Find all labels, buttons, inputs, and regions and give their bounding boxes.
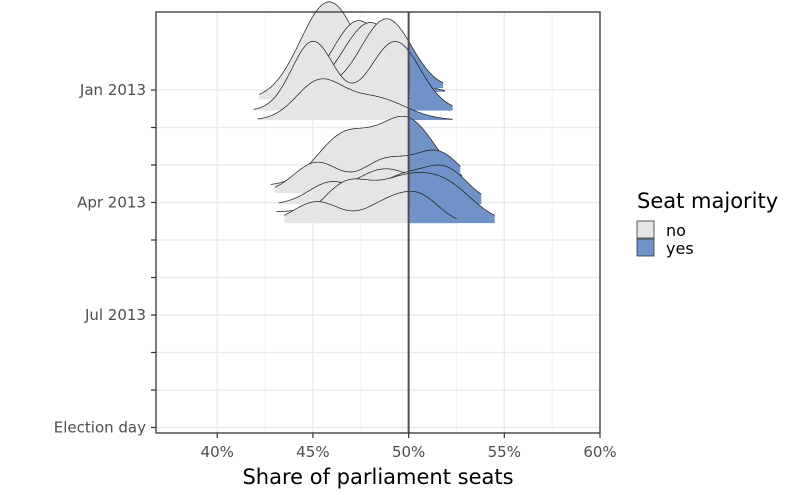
x-axis-title: Share of parliament seats	[242, 465, 513, 489]
y-tick-label: Election day	[54, 419, 146, 437]
legend-label-no: no	[666, 221, 686, 240]
legend: Seat majority no yes	[637, 189, 778, 258]
legend-swatch-no	[637, 221, 654, 238]
y-tick-label: Jan 2013	[79, 81, 146, 99]
x-tick-label: 45%	[296, 443, 329, 461]
x-tick-label: 55%	[488, 443, 521, 461]
y-tick-label: Apr 2013	[77, 194, 146, 212]
x-tick-label: 50%	[392, 443, 425, 461]
x-tick-label: 60%	[583, 443, 616, 461]
x-tick-label: 40%	[201, 443, 234, 461]
y-axis: Jan 2013 Apr 2013 Jul 2013 Election day	[54, 81, 156, 437]
y-tick-label: Jul 2013	[84, 306, 146, 324]
legend-swatch-yes	[637, 239, 654, 256]
ridges	[254, 2, 495, 223]
x-axis: 40% 45% 50% 55% 60%	[201, 433, 617, 461]
legend-label-yes: yes	[666, 239, 694, 258]
legend-title: Seat majority	[637, 189, 778, 213]
